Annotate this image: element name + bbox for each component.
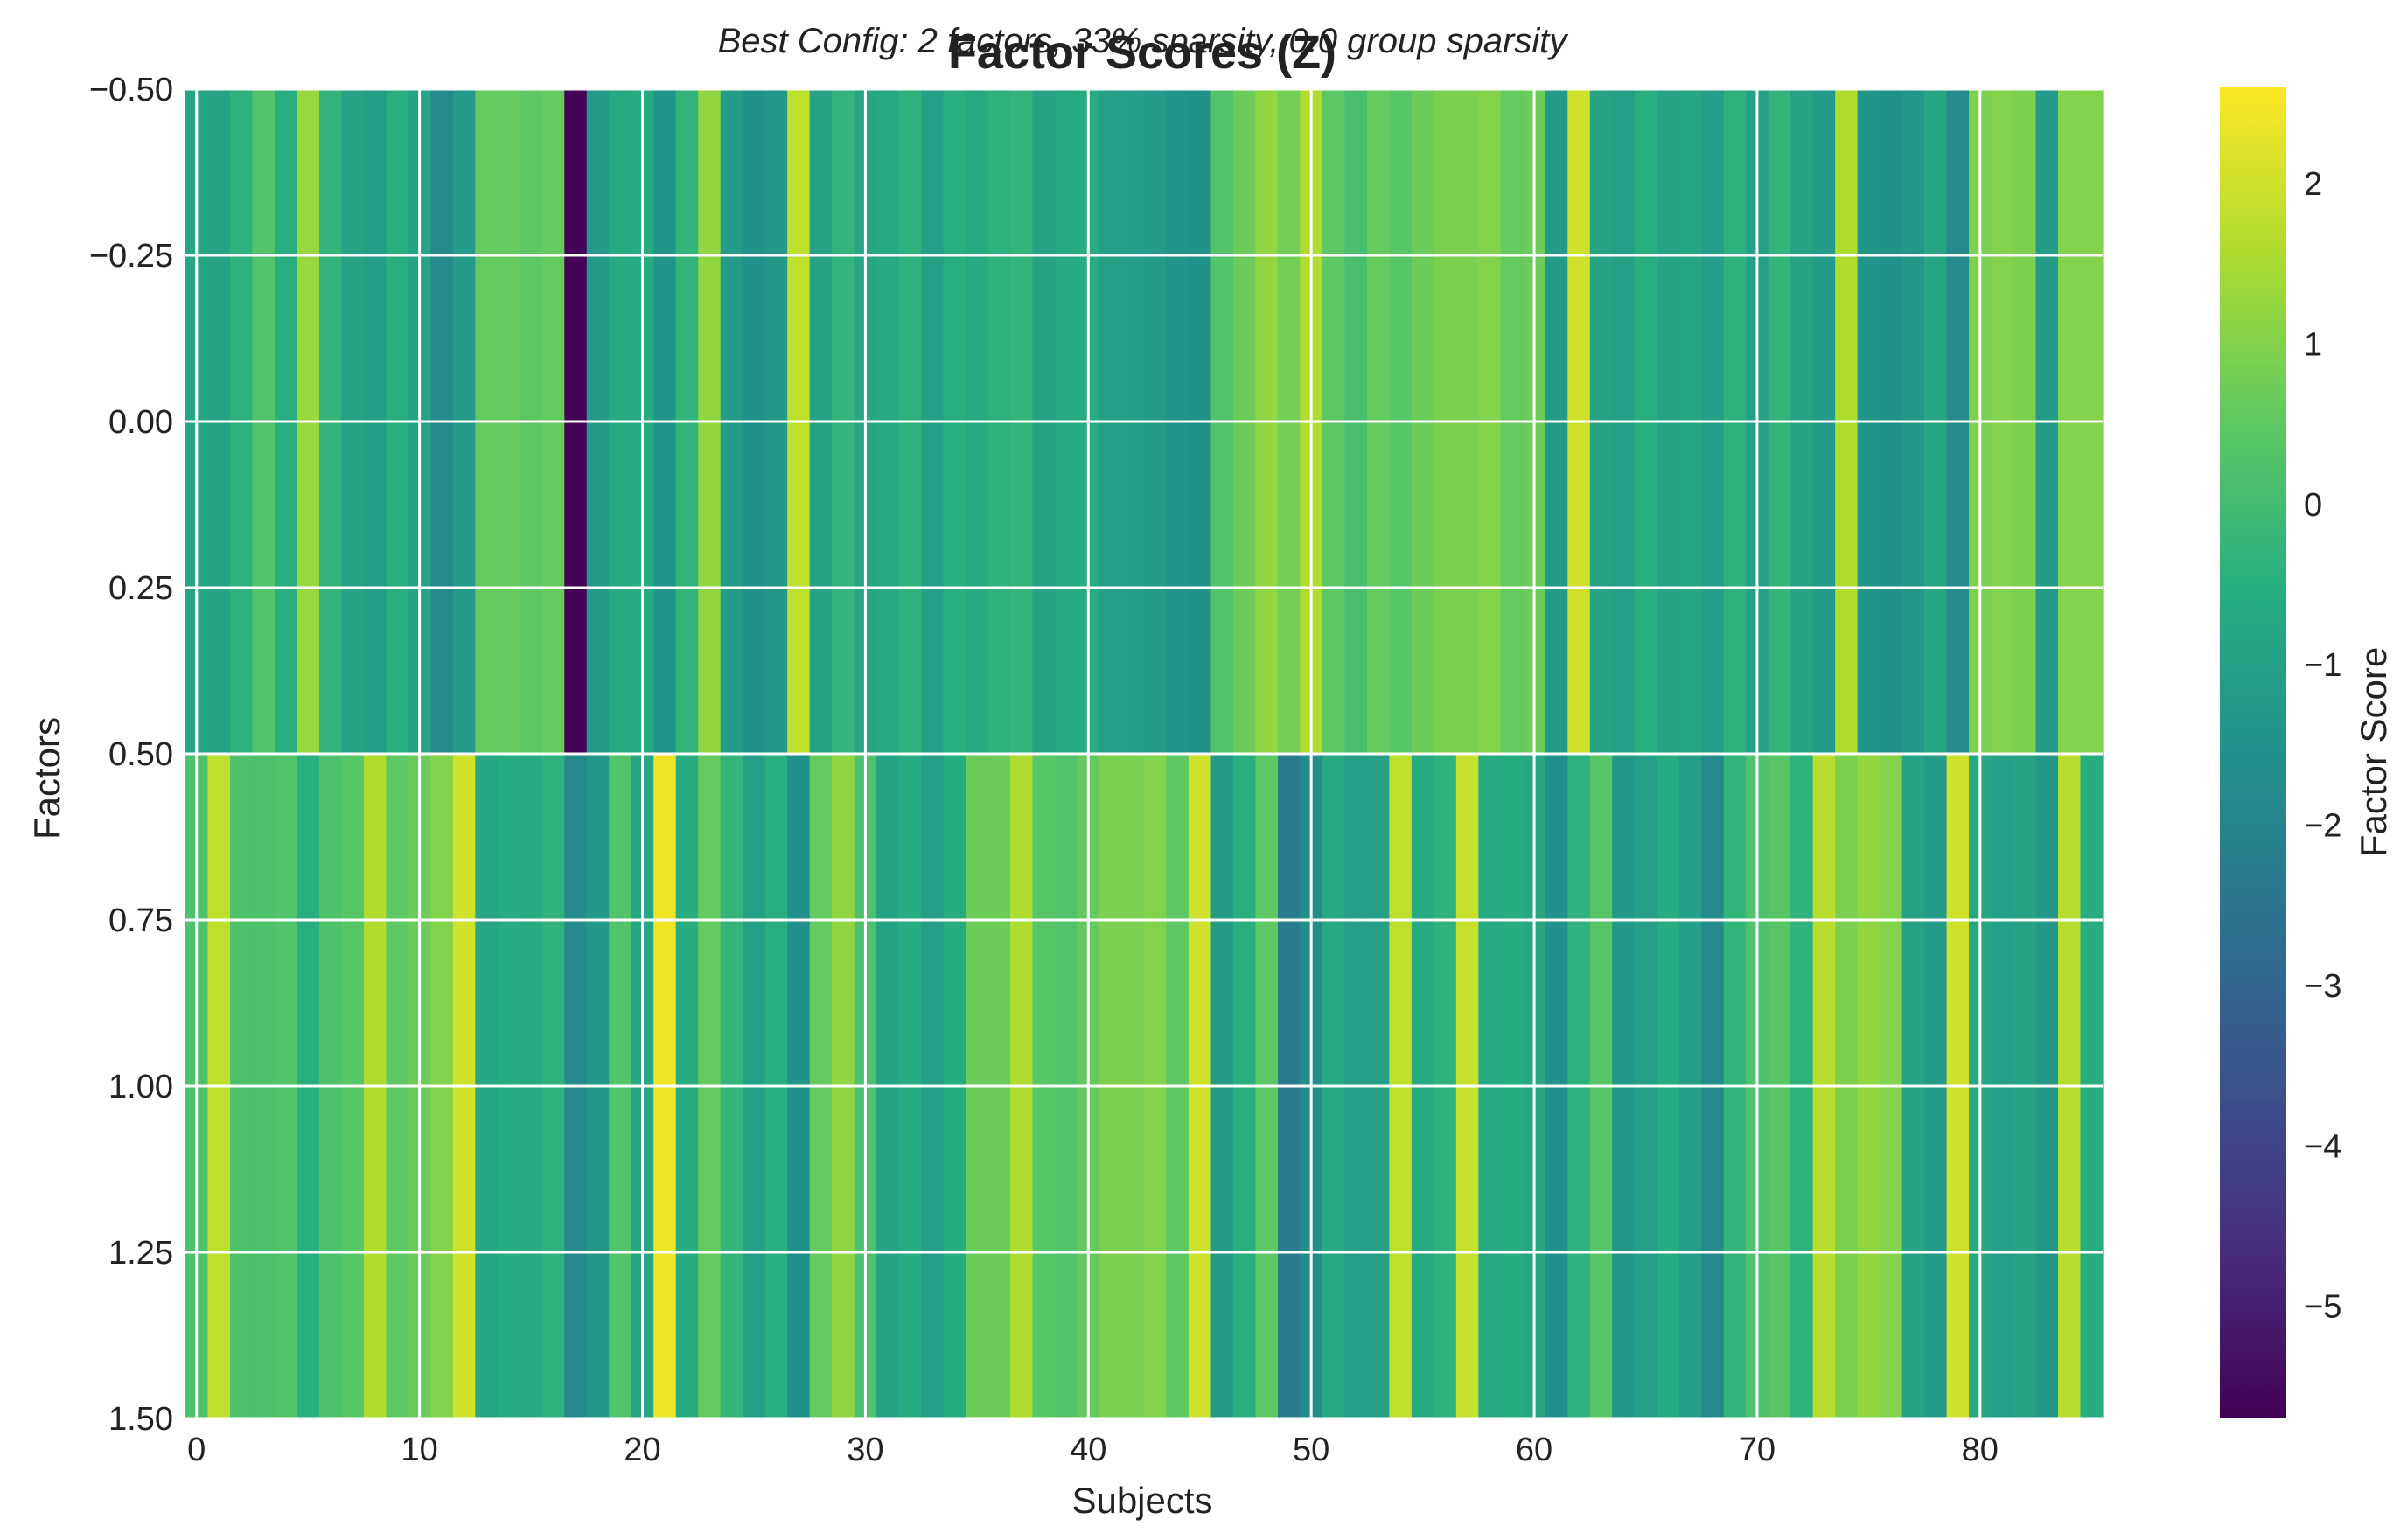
grid-lines — [185, 87, 2103, 1420]
chart-subtitle: Best Config: 2 factors, 33% sparsity, 0.… — [718, 22, 1570, 60]
x-tick-label: 40 — [1070, 1432, 1106, 1468]
y-tick-label: −0.50 — [89, 72, 173, 108]
colorbar-tick-label: −1 — [2304, 647, 2341, 684]
x-tick-label: 60 — [1516, 1432, 1552, 1468]
y-tick-label: 1.00 — [108, 1069, 173, 1105]
x-tick-label: 30 — [847, 1432, 883, 1468]
y-tick-label: 0.25 — [108, 570, 173, 607]
x-axis-title: Subjects — [1071, 1480, 1212, 1521]
y-tick-label: 0.50 — [108, 736, 173, 773]
y-tick-label: 1.50 — [108, 1401, 173, 1438]
colorbar-tick-label: −2 — [2304, 808, 2341, 845]
y-axis-ticks: −0.50 −0.25 0.00 0.25 0.50 0.75 1.00 1.25 1.50 — [89, 72, 173, 1438]
x-tick-label: 10 — [401, 1432, 437, 1468]
colorbar-tick-label: −5 — [2304, 1289, 2341, 1326]
colorbar-title: Factor Score — [2353, 647, 2394, 857]
x-tick-label: 50 — [1293, 1432, 1329, 1468]
colorbar-tick-label: 2 — [2304, 166, 2322, 203]
colorbar — [2220, 87, 2286, 1418]
chart-title: Factor Scores (Z) — [948, 26, 1336, 79]
y-tick-label: 0.75 — [108, 902, 173, 939]
x-tick-label: 0 — [187, 1432, 206, 1468]
x-tick-label: 20 — [624, 1432, 660, 1468]
colorbar-tick-label: 1 — [2304, 326, 2322, 363]
x-tick-label: 80 — [1962, 1432, 1999, 1468]
y-tick-label: −0.25 — [89, 238, 173, 275]
y-axis-title: Factors — [26, 717, 67, 840]
x-axis-ticks: 0 10 20 30 40 50 60 70 80 — [187, 1432, 1999, 1468]
colorbar-ticks: 2 1 0 −1 −2 −3 −4 −5 — [2304, 166, 2341, 1326]
y-tick-label: 0.00 — [108, 404, 173, 441]
y-tick-label: 1.25 — [108, 1235, 173, 1272]
colorbar-tick-label: −4 — [2304, 1128, 2341, 1165]
colorbar-tick-label: −3 — [2304, 968, 2341, 1005]
colorbar-tick-label: 0 — [2304, 487, 2322, 524]
x-tick-label: 70 — [1739, 1432, 1776, 1468]
